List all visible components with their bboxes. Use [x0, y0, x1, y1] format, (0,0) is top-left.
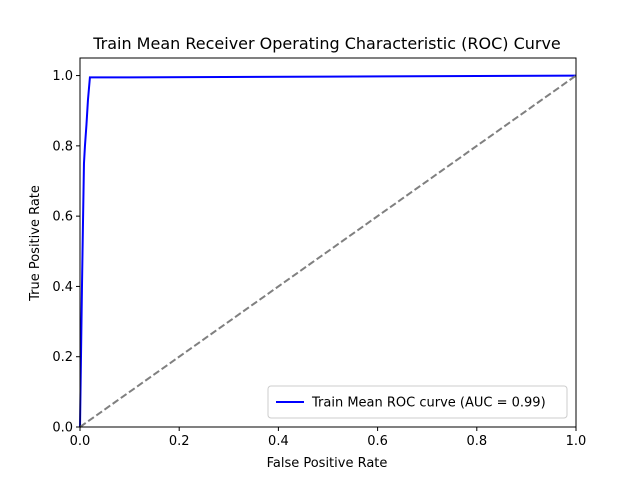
y-tick-label: 1.0: [52, 69, 73, 84]
y-tick-label: 0.6: [52, 210, 73, 225]
x-tick-label: 0.4: [268, 434, 289, 449]
x-tick-label: 1.0: [566, 434, 587, 449]
y-tick-label: 0.8: [52, 139, 73, 154]
x-tick-label: 0.2: [169, 434, 190, 449]
legend: Train Mean ROC curve (AUC = 0.99): [267, 385, 568, 419]
legend-label: Train Mean ROC curve (AUC = 0.99): [311, 396, 546, 411]
roc-curve-line: [79, 74, 577, 428]
y-axis-title: True Positive Rate: [28, 185, 43, 302]
chance-diagonal-line: [79, 74, 577, 428]
legend-box: [267, 385, 568, 419]
x-tick-label: 0.8: [466, 434, 487, 449]
y-tick-label: 0.4: [52, 280, 73, 295]
y-tick-label: 0.2: [52, 350, 73, 365]
chart-title: Train Mean Receiver Operating Characteri…: [92, 34, 561, 53]
x-tick-label: 0.6: [367, 434, 388, 449]
x-axis-title: False Positive Rate: [267, 456, 388, 471]
x-tick-label: 0.0: [70, 434, 91, 449]
plot-area: [79, 74, 577, 428]
axes: 0.0 0.2 0.4 0.6 0.8 1.0 0.0 0.2 0.4 0.6 0.8 1.0: [52, 57, 587, 449]
y-tick-label: 0.0: [52, 421, 73, 436]
axes-frame: [79, 57, 577, 428]
